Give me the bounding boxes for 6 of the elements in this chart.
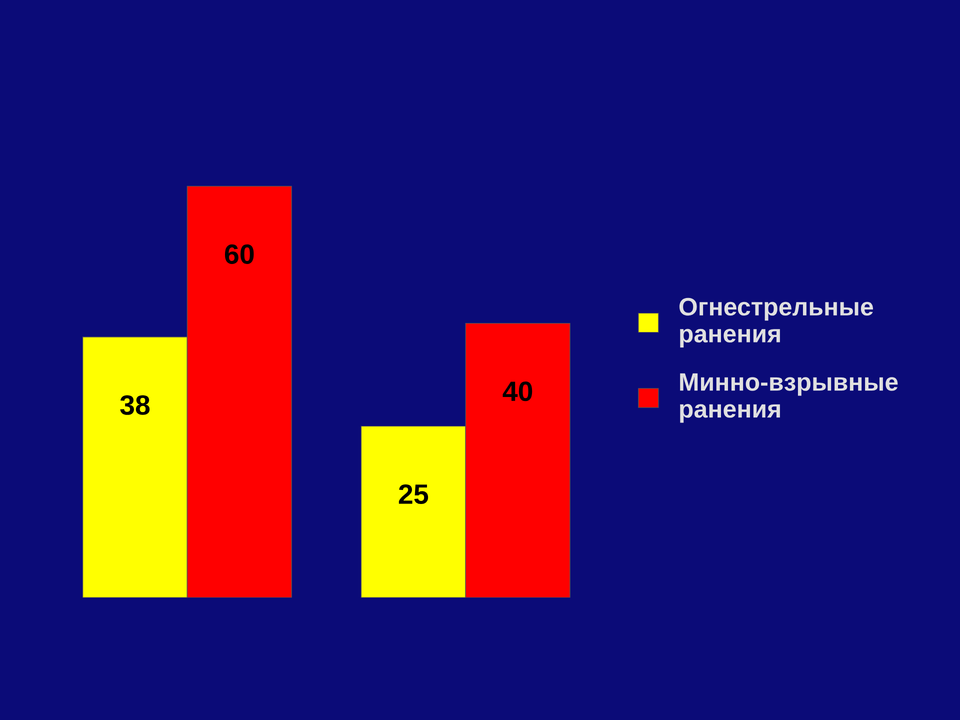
data-label: 38 <box>120 395 150 415</box>
legend-label: Минно-взрывные ранения <box>680 373 898 423</box>
data-label: 25 <box>398 484 428 504</box>
data-label: 60 <box>224 244 254 264</box>
data-label: 40 <box>502 381 532 402</box>
legend-label: Огнестрельные ранения <box>679 298 874 348</box>
